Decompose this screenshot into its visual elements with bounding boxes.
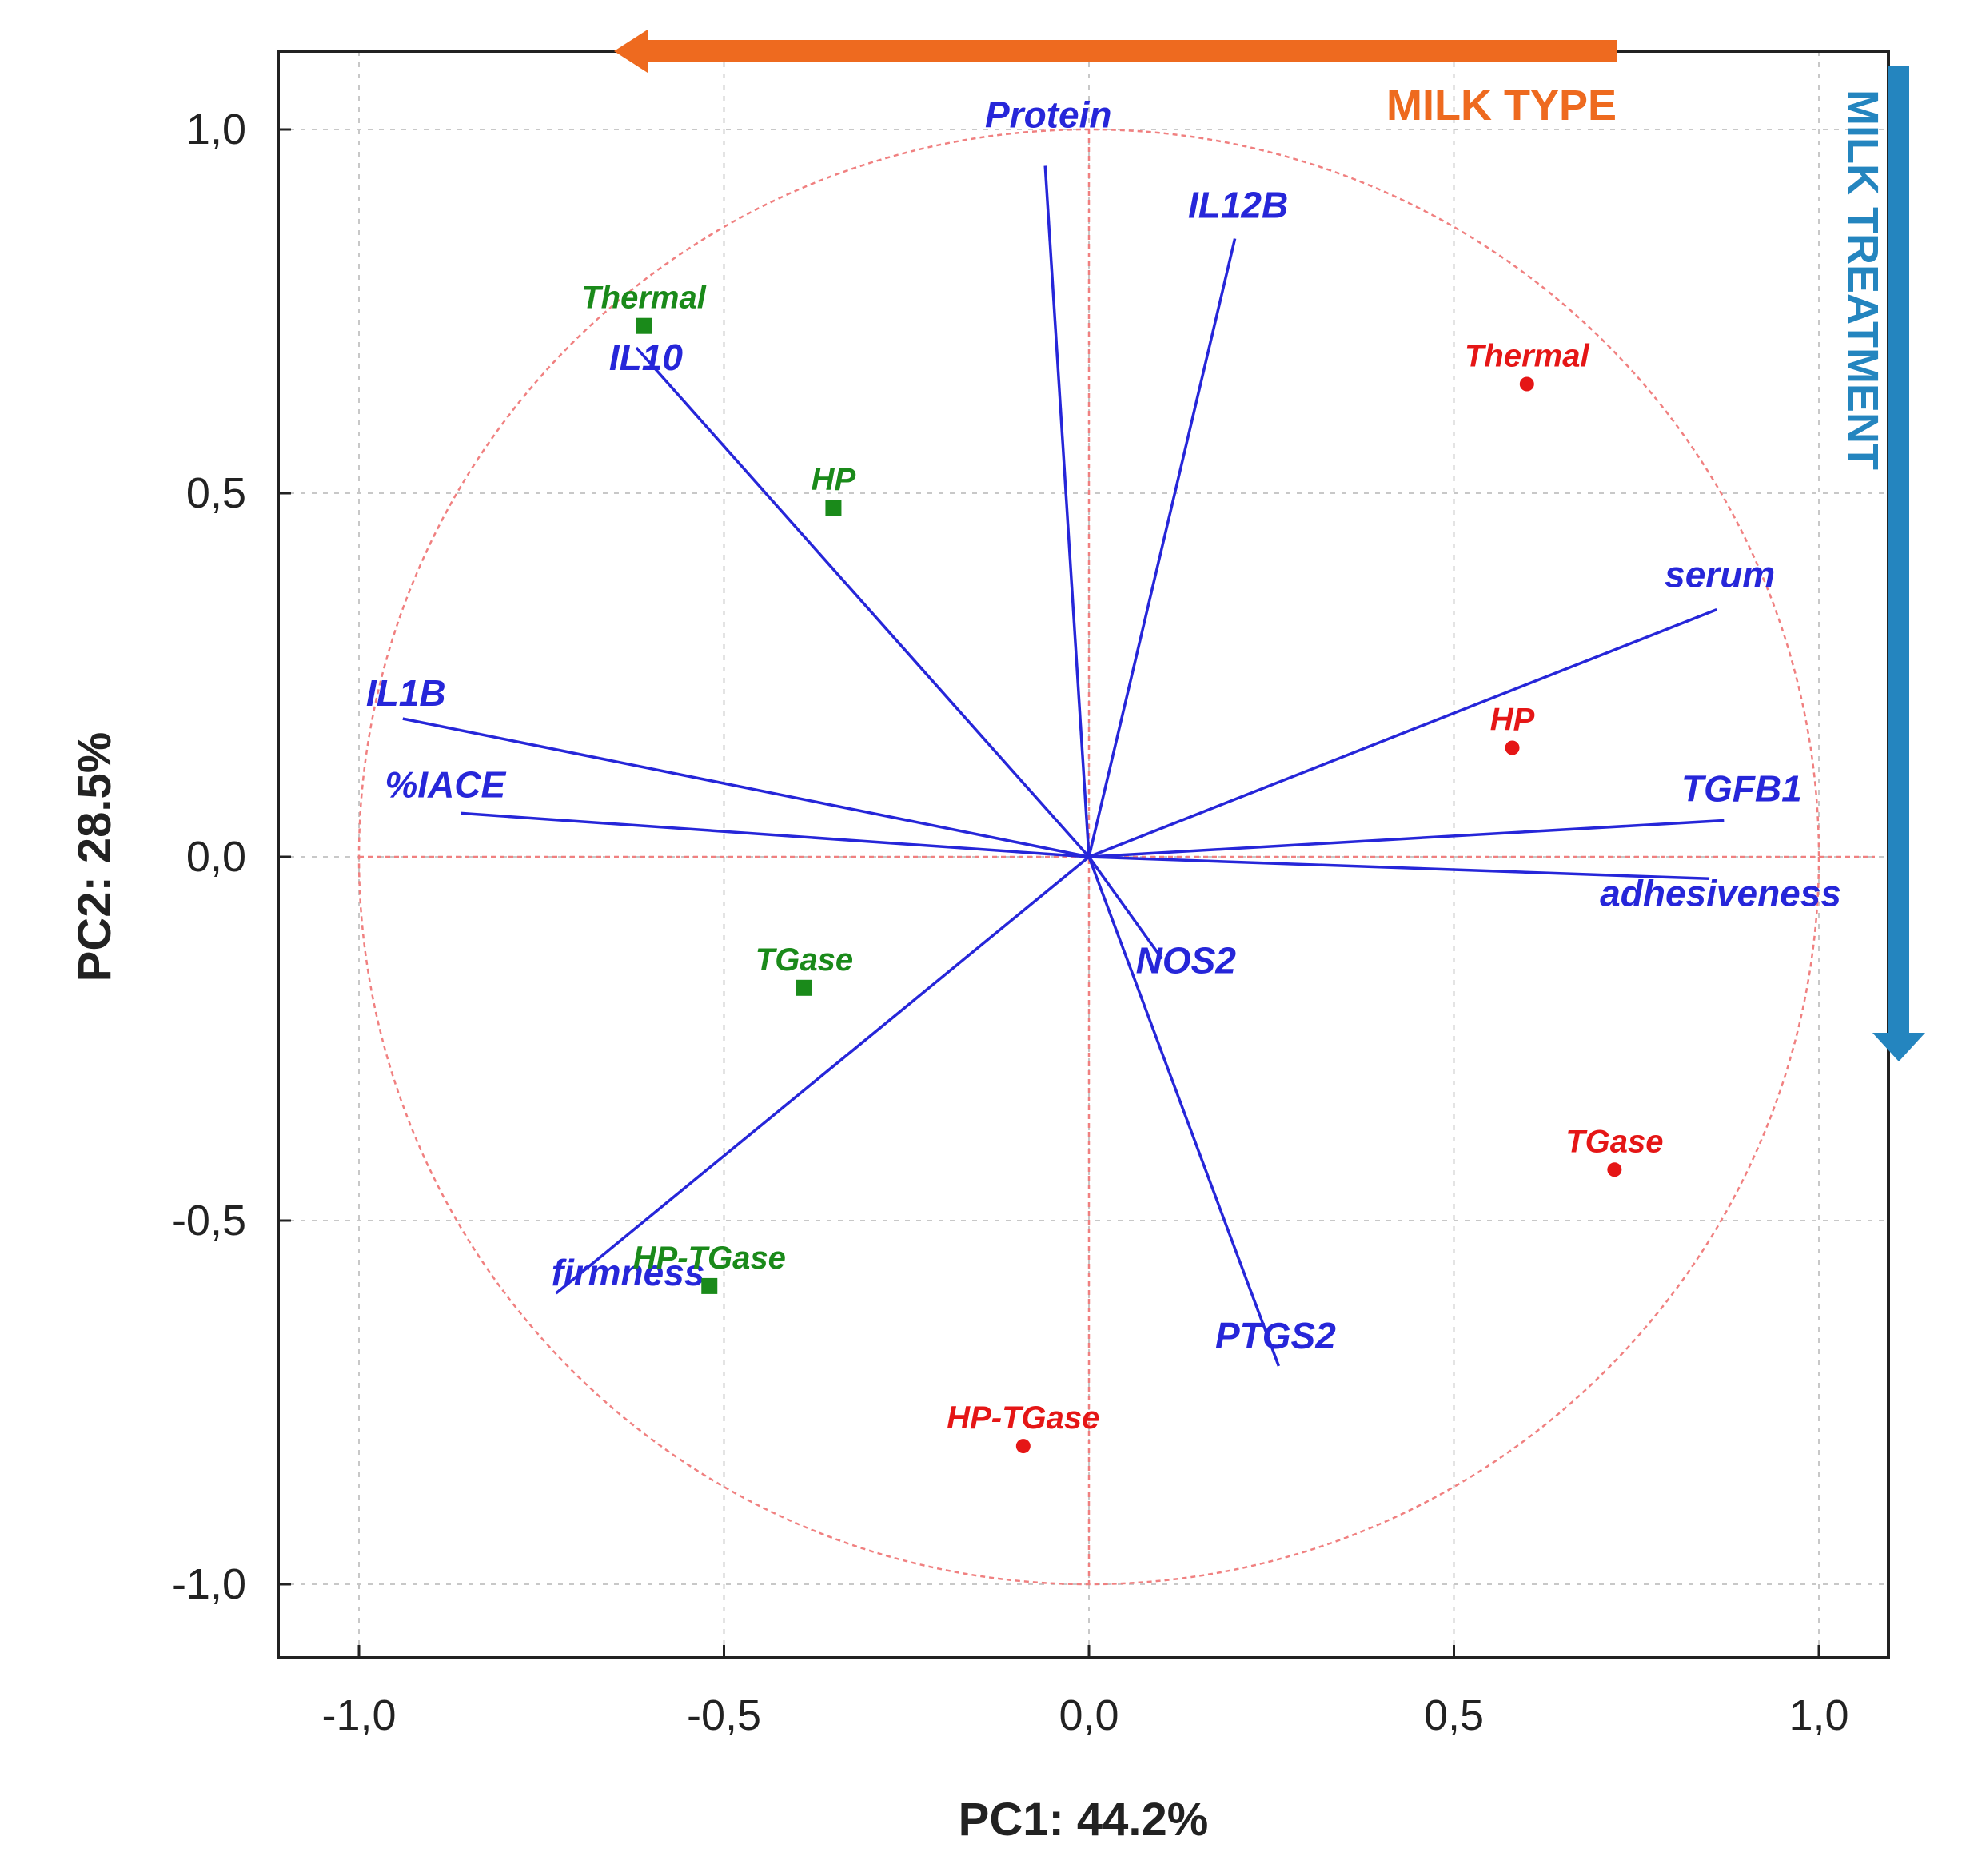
point-label-tgase: TGase — [1565, 1124, 1663, 1159]
point-square-thermal — [636, 317, 652, 334]
y-tick-label: -1,0 — [172, 1560, 246, 1608]
loading-vector-adhesiveness — [1088, 855, 1710, 881]
point-square-hp — [825, 500, 842, 516]
y-tick-label: -0,5 — [172, 1197, 246, 1245]
loading-label-ptgs2: PTGS2 — [1215, 1315, 1336, 1356]
point-circle-thermal — [1519, 376, 1534, 392]
score-points: Thermal HP TGase HP-TGase Thermal HP TGase HP-T… — [581, 281, 1664, 1454]
y-axis-ticks: 1,0 0,5 0,0 -0,5 -1,0 — [172, 106, 291, 1608]
point-circle-hp-tgase — [1015, 1439, 1031, 1454]
loading-vector-tgfb1 — [1088, 819, 1725, 858]
loading-label-iace: %IACE — [385, 763, 506, 805]
point-circle-tgase — [1607, 1162, 1622, 1177]
loading-vector-il12b — [1087, 238, 1237, 858]
milk-treatment-annotation: MILK TREATMENT — [1839, 66, 1925, 1061]
loading-label-protein: Protein — [985, 94, 1111, 136]
loading-vector-protein — [1043, 165, 1091, 858]
point-circle-hp — [1505, 740, 1520, 755]
loading-vector-iace — [461, 811, 1090, 858]
milk-treatment-arrow-shaft — [1888, 66, 1909, 1033]
point-label-tgase: TGase — [756, 942, 853, 978]
loading-vector-ptgs2 — [1087, 856, 1281, 1367]
loading-label-firmness: firmness — [552, 1252, 705, 1293]
x-tick-label: -1,0 — [321, 1691, 396, 1739]
loading-vector-nos2 — [1087, 855, 1163, 960]
point-label-hp-tgase: HP-TGase — [633, 1241, 786, 1276]
point-square-tgase — [796, 979, 812, 996]
loading-vector-firmness — [555, 855, 1091, 1295]
y-tick-label: 1,0 — [186, 106, 246, 153]
x-tick-label: 1,0 — [1789, 1691, 1848, 1739]
point-label-hp-tgase: HP-TGase — [947, 1400, 1099, 1436]
loading-label-tgfb1: TGFB1 — [1681, 768, 1802, 810]
loading-label-adhesiveness: adhesiveness — [1600, 872, 1841, 914]
loading-label-il12b: IL12B — [1188, 185, 1288, 226]
y-tick-label: 0,0 — [186, 833, 246, 881]
loading-vectors: Protein IL12B IL10 serum IL1B %IACE TGFB1 adhes… — [366, 94, 1841, 1367]
x-axis-title: PC1: 44.2% — [959, 1794, 1209, 1846]
x-tick-label: 0,0 — [1059, 1691, 1119, 1739]
milk-type-annotation: MILK TYPE — [614, 30, 1617, 129]
loading-label-nos2: NOS2 — [1136, 939, 1237, 981]
loading-vector-il1b — [402, 717, 1090, 858]
point-label-hp: HP — [812, 462, 856, 497]
point-label-thermal: Thermal — [1465, 339, 1589, 374]
loading-label-il10: IL10 — [609, 337, 683, 378]
milk-treatment-arrow-head — [1872, 1033, 1925, 1061]
x-axis-ticks: -1,0 -0,5 0,0 0,5 1,0 — [321, 1645, 1849, 1739]
loading-label-il1b: IL1B — [366, 672, 446, 714]
loading-vector-il10 — [635, 346, 1091, 858]
loading-vector-serum — [1088, 607, 1717, 858]
loading-label-serum: serum — [1665, 554, 1775, 595]
x-tick-label: -0,5 — [687, 1691, 761, 1739]
point-square-hp-tgase — [701, 1277, 718, 1294]
point-label-thermal: Thermal — [581, 281, 706, 316]
x-tick-label: 0,5 — [1424, 1691, 1484, 1739]
point-label-hp: HP — [1490, 703, 1535, 738]
y-tick-label: 0,5 — [186, 469, 246, 517]
milk-type-label: MILK TYPE — [1386, 82, 1617, 129]
milk-type-arrow-shaft — [638, 40, 1617, 62]
y-axis-title: PC2: 28.5% — [69, 732, 121, 982]
milk-type-arrow-head — [614, 30, 648, 73]
milk-treatment-label: MILK TREATMENT — [1839, 90, 1887, 470]
